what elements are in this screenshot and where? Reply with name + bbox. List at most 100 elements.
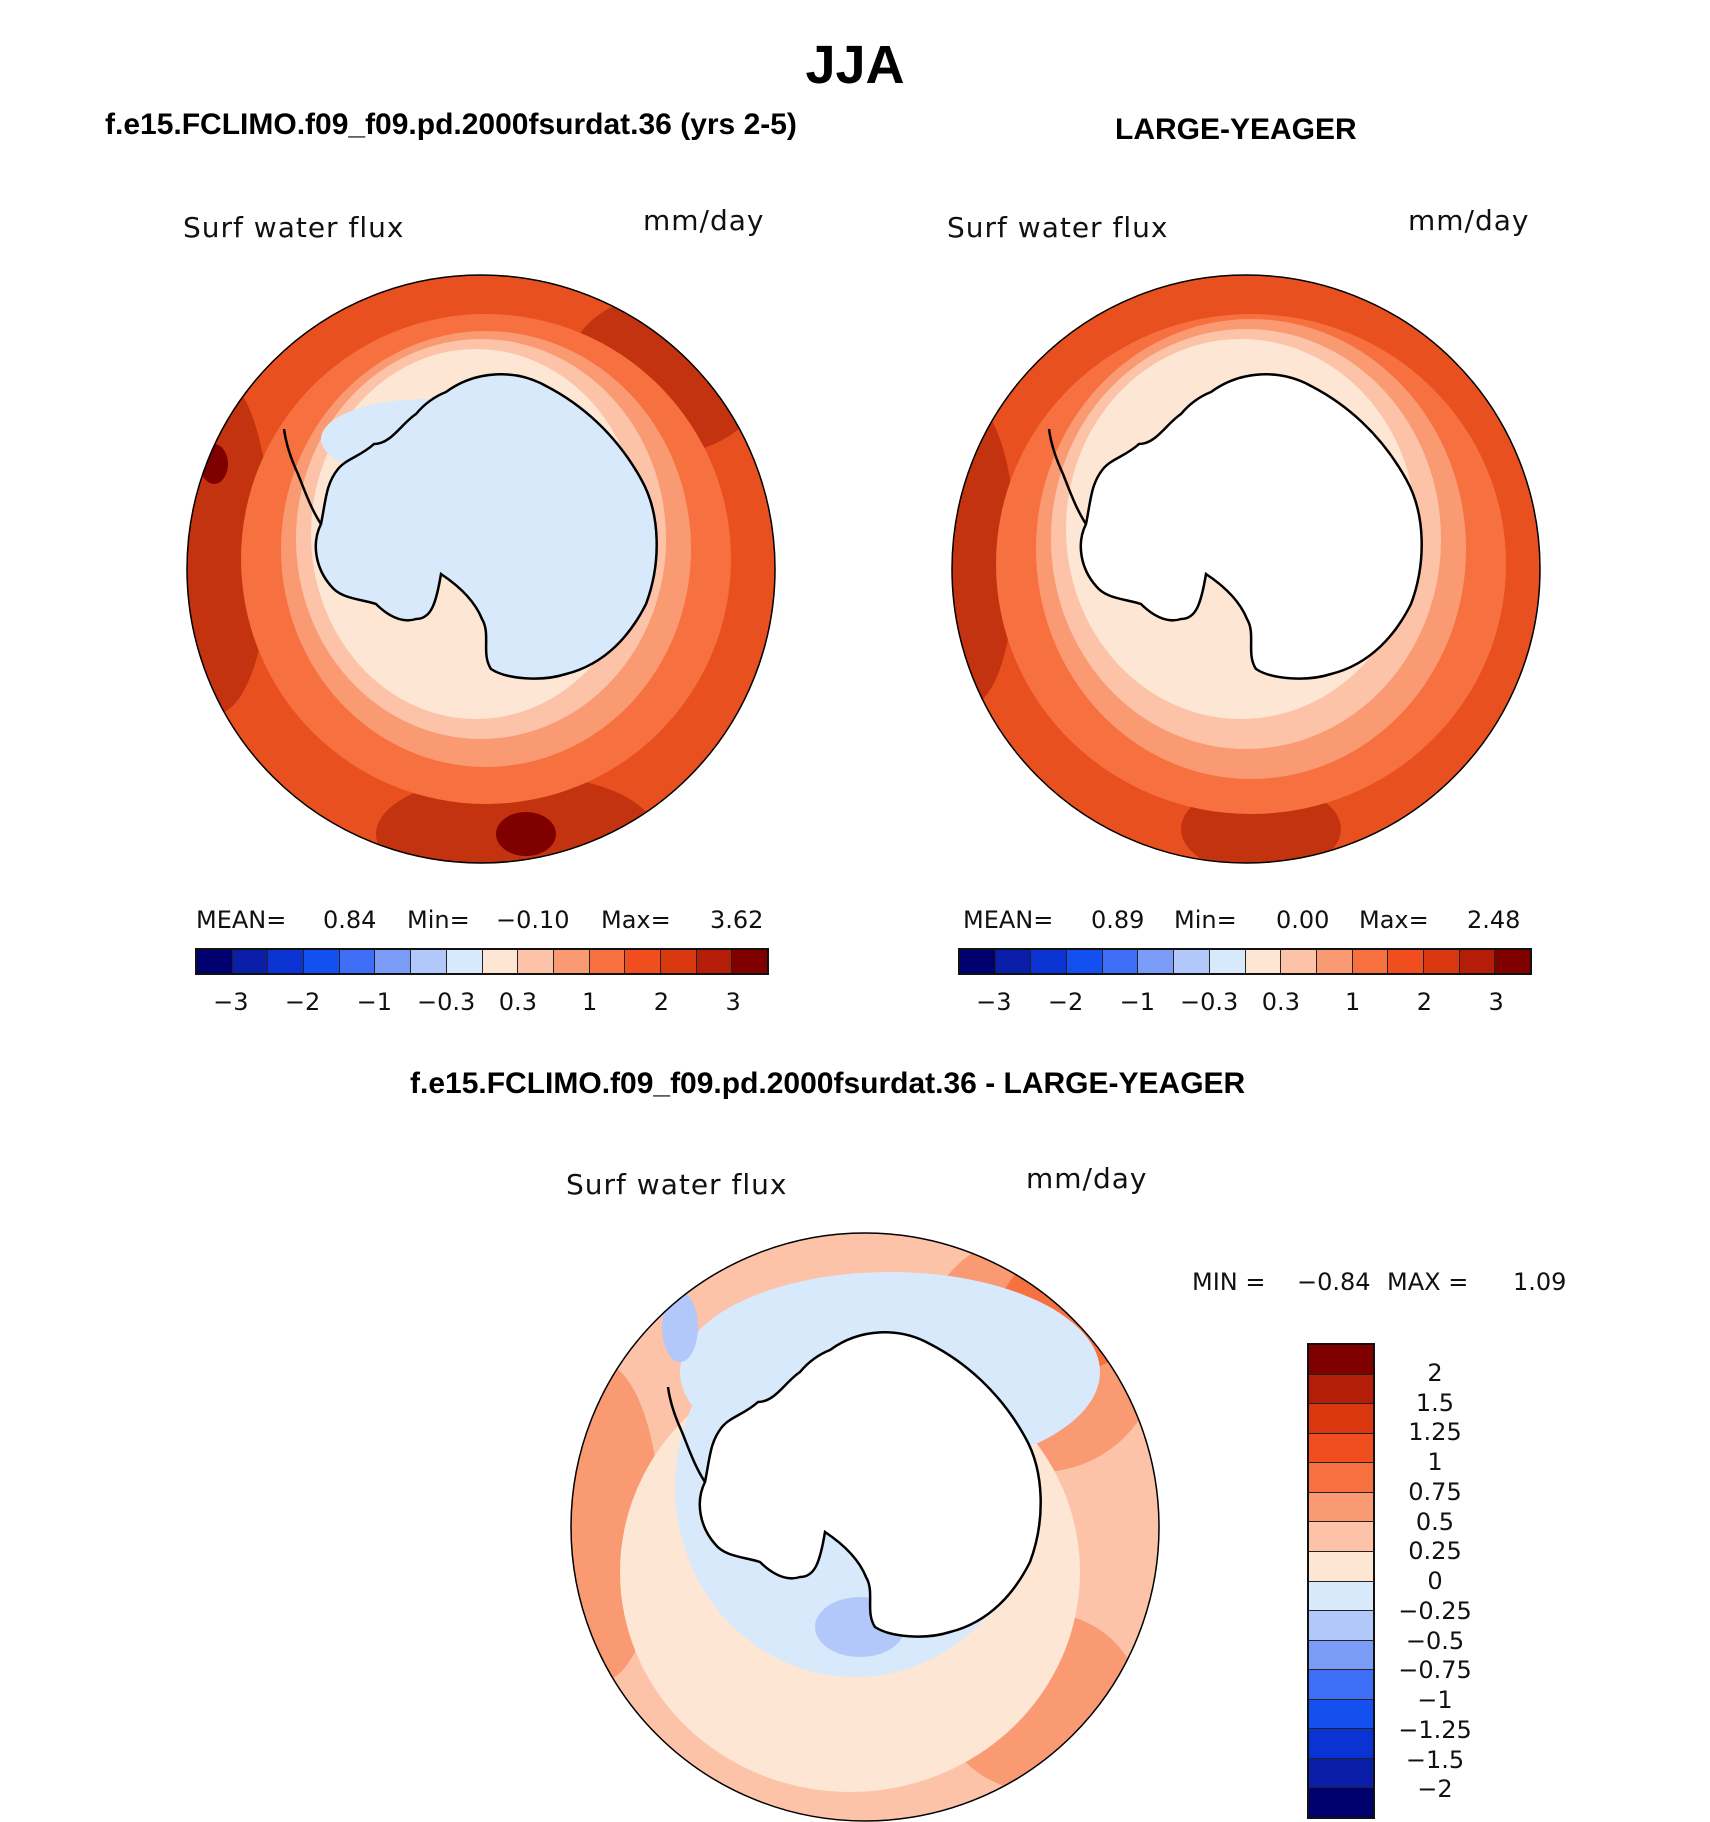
panel1-mean-label: MEAN= xyxy=(196,906,287,934)
colorbar-swatch xyxy=(268,950,305,973)
map-zone-icemid xyxy=(662,1292,698,1362)
colorbar-swatch xyxy=(1309,1758,1373,1789)
map-zone-max xyxy=(496,812,556,856)
colorbar-swatch xyxy=(1209,950,1246,973)
colorbar-tick-label: −3 xyxy=(976,988,1012,1016)
colorbar-swatch xyxy=(1388,950,1424,973)
colorbar-swatch xyxy=(1309,1522,1373,1552)
colorbar-swatch xyxy=(1309,1345,1373,1375)
colorbar-swatch xyxy=(1309,1611,1373,1641)
colorbar-swatch xyxy=(1459,950,1496,973)
colorbar-swatch xyxy=(304,950,340,973)
colorbar-tick-label: 1.25 xyxy=(1408,1418,1462,1447)
panel2-mean-value: 0.89 xyxy=(1091,906,1145,934)
panel3-map xyxy=(570,1232,1160,1822)
colorbar-swatch xyxy=(1316,950,1353,973)
colorbar-tick-label: −0.75 xyxy=(1398,1656,1472,1685)
colorbar-swatch xyxy=(1309,1788,1373,1817)
colorbar-tick-label: 0 xyxy=(1427,1567,1443,1595)
colorbar-swatch xyxy=(1309,1463,1373,1493)
colorbar-swatch xyxy=(732,950,767,973)
colorbar-swatch xyxy=(1281,950,1317,973)
colorbar-swatch xyxy=(1138,950,1175,973)
antarctic-peninsula-outline xyxy=(666,1386,707,1483)
colorbar-tick-label: 2 xyxy=(653,988,670,1016)
colorbar-tick-label: 1 xyxy=(1427,1448,1443,1476)
panel3-min-value: −0.84 xyxy=(1297,1268,1371,1296)
panel2-variable-label: Surf water flux xyxy=(947,211,1169,244)
colorbar-tick-label: 3 xyxy=(725,988,741,1016)
panel3-units-label: mm/day xyxy=(1026,1162,1148,1195)
colorbar-swatch xyxy=(518,950,554,973)
colorbar-swatch xyxy=(1423,950,1460,973)
colorbar-swatch xyxy=(995,950,1032,973)
panel2-mean-label: MEAN= xyxy=(963,906,1054,934)
colorbar-tick-label: −2 xyxy=(284,988,321,1016)
colorbar-swatch xyxy=(482,950,519,973)
panel2-case-title: LARGE-YEAGER xyxy=(1115,113,1357,146)
colorbar-swatch xyxy=(411,950,447,973)
colorbar-swatch xyxy=(1031,950,1068,973)
panel1-case-title: f.e15.FCLIMO.f09_f09.pd.2000fsurdat.36 (… xyxy=(105,108,797,141)
colorbar-swatch xyxy=(1174,950,1210,973)
colorbar-swatch xyxy=(960,950,996,973)
colorbar-tick-label: 1 xyxy=(581,988,598,1016)
colorbar-tick-label: 3 xyxy=(1488,988,1504,1016)
panel1-variable-label: Surf water flux xyxy=(183,211,405,244)
colorbar-swatch xyxy=(625,950,661,973)
panel2-min-value: 0.00 xyxy=(1276,906,1330,934)
panel2-map xyxy=(951,274,1541,864)
panel3-max-label: MAX = xyxy=(1387,1268,1469,1296)
panel2-colorbar-ticks: −3 −2 −1 −0.3 0.3 1 2 3 xyxy=(958,988,1532,1018)
colorbar-swatch xyxy=(1309,1433,1373,1464)
colorbar-swatch xyxy=(1309,1640,1373,1671)
colorbar-swatch xyxy=(1309,1581,1373,1612)
figure-title: JJA xyxy=(805,35,905,95)
panel3-max-value: 1.09 xyxy=(1513,1268,1567,1296)
panel1-map xyxy=(186,274,776,864)
colorbar-tick-label: 2 xyxy=(1416,988,1433,1016)
colorbar-swatch xyxy=(232,950,269,973)
colorbar-tick-label: −1.5 xyxy=(1405,1745,1465,1774)
colorbar-tick-label: −0.5 xyxy=(1405,1626,1465,1655)
panel3-case-title: f.e15.FCLIMO.f09_f09.pd.2000fsurdat.36 -… xyxy=(410,1067,1246,1100)
colorbar-tick-label: 0.75 xyxy=(1408,1477,1462,1506)
colorbar-tick-label: −1 xyxy=(356,988,393,1016)
panel3-variable-label: Surf water flux xyxy=(566,1168,788,1201)
colorbar-tick-label: −3 xyxy=(213,988,249,1016)
colorbar-swatch xyxy=(1309,1404,1373,1434)
panel1-min-value: −0.10 xyxy=(496,906,570,934)
panel1-units-label: mm/day xyxy=(643,204,765,237)
panel1-min-label: Min= xyxy=(407,906,470,934)
panel3-colorbar xyxy=(1307,1343,1375,1819)
colorbar-swatch xyxy=(1495,950,1530,973)
panel1-colorbar xyxy=(195,948,769,975)
colorbar-tick-label: −2 xyxy=(1417,1775,1453,1804)
colorbar-tick-label: 0.25 xyxy=(1408,1537,1462,1566)
colorbar-swatch xyxy=(375,950,412,973)
map-zone-max xyxy=(200,444,228,484)
colorbar-tick-label: 1.5 xyxy=(1415,1388,1455,1417)
colorbar-tick-label: −0.3 xyxy=(416,988,476,1016)
colorbar-tick-label: −1.25 xyxy=(1398,1715,1472,1744)
panel1-max-label: Max= xyxy=(601,906,671,934)
colorbar-swatch xyxy=(696,950,733,973)
colorbar-swatch xyxy=(1102,950,1139,973)
colorbar-tick-label: −2 xyxy=(1047,988,1084,1016)
antarctica-outline xyxy=(1079,373,1423,680)
colorbar-swatch xyxy=(553,950,590,973)
colorbar-swatch xyxy=(1309,1729,1373,1759)
colorbar-swatch xyxy=(1309,1374,1373,1405)
antarctic-peninsula-outline xyxy=(282,428,323,525)
antarctica-outline xyxy=(698,1331,1042,1638)
panel1-colorbar-ticks: −3 −2 −1 −0.3 0.3 1 2 3 xyxy=(195,988,769,1018)
colorbar-tick-label: −0.3 xyxy=(1179,988,1239,1016)
panel3-min-label: MIN = xyxy=(1192,1268,1266,1296)
colorbar-swatch xyxy=(660,950,697,973)
colorbar-swatch xyxy=(1309,1670,1373,1700)
map-zone-deep xyxy=(952,404,1016,704)
panel1-mean-value: 0.84 xyxy=(323,906,377,934)
panel3-colorbar-ticks: 2 1.5 1.25 1 0.75 0.5 0.25 0 −0.25 −0.5 −0.75 −1 −1.… xyxy=(1383,1343,1483,1819)
colorbar-swatch xyxy=(1309,1699,1373,1730)
panel1-max-value: 3.62 xyxy=(710,906,764,934)
